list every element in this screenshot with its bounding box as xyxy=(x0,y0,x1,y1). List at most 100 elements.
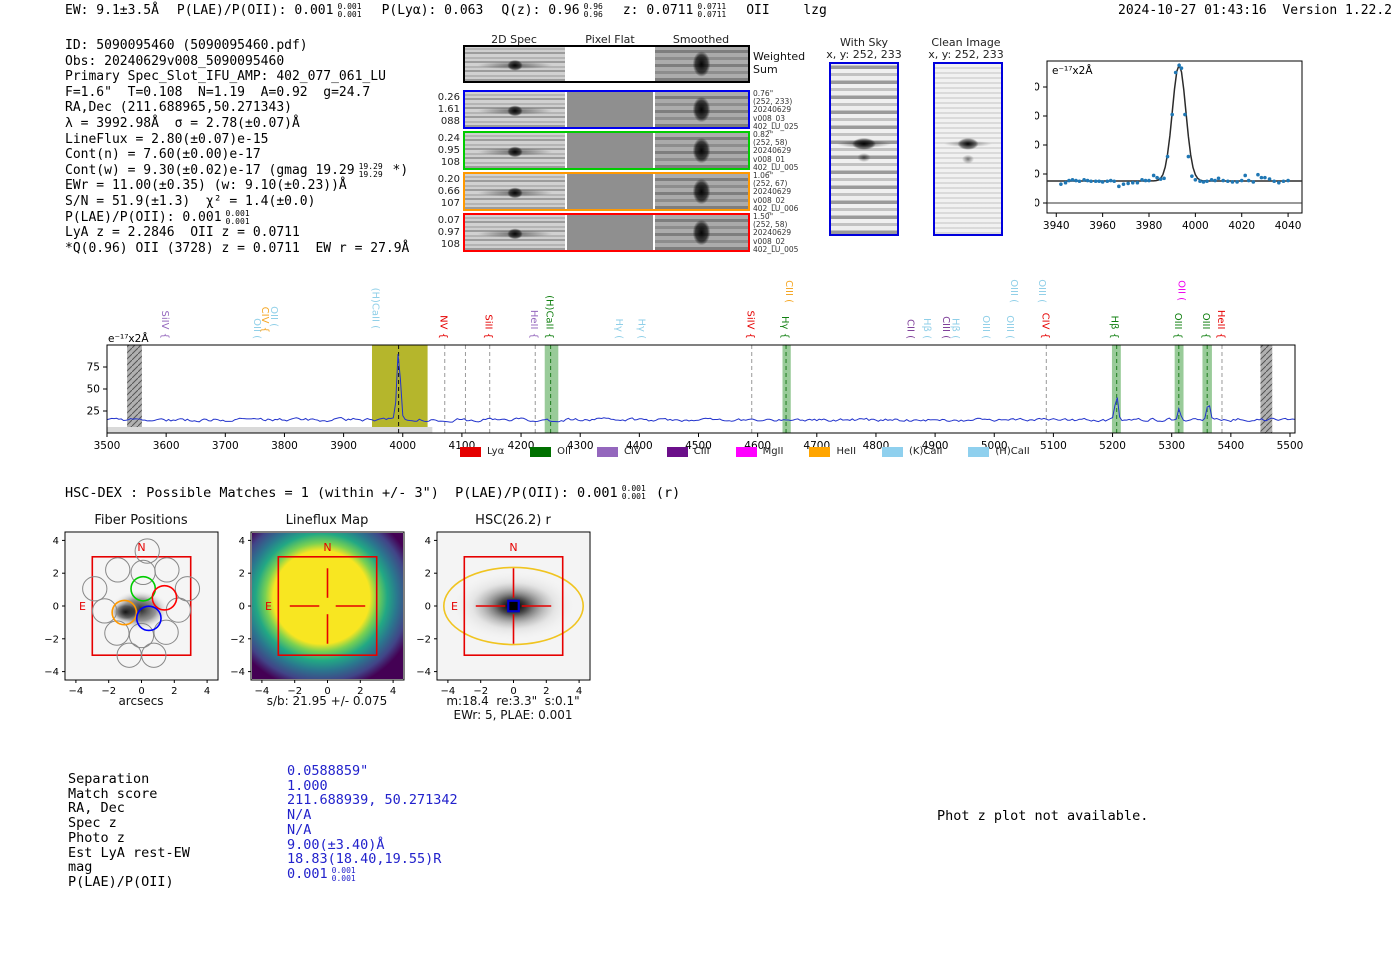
spectral-line-label: SiIV { xyxy=(745,311,756,339)
svg-text:E: E xyxy=(451,600,458,613)
fiber-positions-title: Fiber Positions xyxy=(94,513,188,528)
hsc-cutout-title: HSC(26.2) r xyxy=(475,513,551,528)
fiber-xlabel: arcsecs xyxy=(118,694,164,708)
header-segment: EW: 9.1±3.5Å xyxy=(65,3,159,18)
svg-text:40: 40 xyxy=(1035,140,1040,152)
spectrum-band-green xyxy=(544,345,559,433)
spectral-line-label: OIII ( xyxy=(980,315,991,339)
hsc-cutout-panel: −4 −4 −2 −2 0 0 2 2 4 4 N E xyxy=(416,531,591,697)
info-11-0-limits: 0.001 0.001 xyxy=(225,208,250,226)
spectral-line-label: OII ( xyxy=(1175,280,1186,301)
match-value: 211.688939, 50.271342 xyxy=(287,793,458,808)
header-seg-3-limits: 0.96 0.96 xyxy=(583,2,603,19)
svg-text:4000: 4000 xyxy=(389,440,416,452)
svg-text:4000: 4000 xyxy=(1182,220,1209,232)
header-segment: OII xyxy=(746,3,769,18)
pixelflat-image xyxy=(567,92,653,127)
spectral-line-label: OIII ( xyxy=(1036,279,1047,303)
hsc-header-text: HSC-DEX : Possible Matches = 1 (within +… xyxy=(65,485,618,501)
spectral-line-label: OIII { xyxy=(1172,313,1183,339)
header-seg-1-limits: 0.001 0.001 xyxy=(337,2,362,19)
spectral-line-label: NV { xyxy=(438,315,449,339)
header-segment: P(LAE)/P(OII): 0.001 0.001 0.001 xyxy=(177,3,364,19)
weighted-sum-row xyxy=(463,45,750,83)
svg-text:25: 25 xyxy=(87,406,100,418)
svg-text:−4: −4 xyxy=(230,667,245,678)
legend-label: MgII xyxy=(762,446,784,457)
header-seg-4-limits: 0.0711 0.0711 xyxy=(697,2,727,19)
smoothed-image xyxy=(655,92,748,127)
spectrum-line xyxy=(107,353,1295,423)
svg-text:5100: 5100 xyxy=(1040,440,1067,452)
svg-text:50: 50 xyxy=(87,384,100,396)
info-line: λ = 3992.98Å σ = 2.78(±0.07)Å xyxy=(65,116,409,132)
hsc-caption-2: EWr: 5, PLAE: 0.001 xyxy=(453,708,573,722)
svg-text:4500: 4500 xyxy=(685,440,712,452)
match-label: Photo z xyxy=(68,829,125,846)
match-value: N/A xyxy=(287,808,458,823)
legend-swatch xyxy=(735,446,757,457)
svg-text:2: 2 xyxy=(53,569,59,580)
weighted-pixelflat-image xyxy=(567,47,653,81)
info-line: Cont(w) = 9.30(±0.02)e-17 (gmag 19.29 19.… xyxy=(65,162,409,179)
spec2d-image xyxy=(465,133,565,168)
svg-text:−4: −4 xyxy=(441,686,456,697)
svg-text:3600: 3600 xyxy=(153,440,180,452)
spectrum-band-green xyxy=(782,345,791,433)
spectral-line-label: Hβ ( xyxy=(921,318,932,339)
hsc-caption-1: m:18.4 re:3.3" s:0.1" xyxy=(446,694,580,708)
svg-text:−2: −2 xyxy=(287,686,302,697)
smoothed-image xyxy=(655,133,748,168)
info-6-0-text: LineFlux = 2.80(±0.07)e-15 xyxy=(65,131,269,147)
header-seg-4-text: z: 0.0711 xyxy=(622,3,694,18)
match-table-labels: Separation Match score RA, Dec Spec z Photo … xyxy=(68,772,190,890)
legend-label: OII xyxy=(557,446,571,457)
header-seg-6-text: lzg xyxy=(787,3,827,18)
spectral-line-label: Hγ ( xyxy=(635,318,646,339)
header-seg-3-text: Q(z): 0.96 xyxy=(501,3,580,18)
svg-text:60: 60 xyxy=(1035,111,1040,123)
detection-info-block: ID: 5090095460 (5090095460.pdf) Obs: 2024… xyxy=(65,38,409,256)
legend-swatch xyxy=(530,446,552,457)
svg-text:4: 4 xyxy=(425,536,431,547)
legend-item: MgII xyxy=(735,446,784,457)
match-value: 0.001 0.001 0.001 xyxy=(287,866,458,883)
lineflux-caption: s/b: 21.95 +/- 0.075 xyxy=(266,694,388,708)
legend-label: HeII xyxy=(836,446,857,457)
svg-text:3900: 3900 xyxy=(330,440,357,452)
match-value-1-text: 1.000 xyxy=(287,777,328,794)
match-label: Separation xyxy=(68,771,150,787)
spectral-line-label: OII ( xyxy=(268,306,279,327)
spectral-line-label: (H)CaII { xyxy=(544,295,555,339)
legend-label: (K)CaII xyxy=(909,446,943,457)
match-label: P(LAE)/P(OII) xyxy=(68,873,174,890)
header-seg-2-text: P(Lyα): 0.063 xyxy=(381,3,484,18)
svg-text:4: 4 xyxy=(204,686,210,697)
legend-item: HeII xyxy=(809,446,856,457)
lineflux-map-title: Lineflux Map xyxy=(285,513,369,528)
match-value-2-text: 211.688939, 50.271342 xyxy=(287,792,458,809)
spectral-line-label: SiIV { xyxy=(159,311,170,339)
legend-swatch xyxy=(882,446,904,457)
svg-text:5300: 5300 xyxy=(1158,440,1185,452)
svg-text:−4: −4 xyxy=(44,667,59,678)
svg-text:4200: 4200 xyxy=(508,440,535,452)
legend-item: (K)CaII xyxy=(882,446,942,457)
spec2d-row-fiber-info: 0.82" (252, 58) 20240629 v008_01 402_LU_005 xyxy=(753,130,799,172)
svg-text:3960: 3960 xyxy=(1089,220,1116,232)
match-value: 18.83(18.40,19.55)R xyxy=(287,852,458,867)
match-value: N/A xyxy=(287,823,458,838)
spectral-line-label: CIII ( xyxy=(783,280,794,303)
header-seg-5-text: OII xyxy=(746,3,770,18)
svg-text:4900: 4900 xyxy=(922,440,949,452)
pixelflat-image xyxy=(567,174,653,209)
flux-units-label: e⁻¹⁷x2Å xyxy=(1052,64,1093,77)
spectral-line-label: (H)CaII ( xyxy=(370,288,381,330)
svg-text:3940: 3940 xyxy=(1043,220,1070,232)
col-title-pixelflat: Pixel Flat xyxy=(585,33,635,46)
spectrum-band-hatch xyxy=(127,345,142,433)
info-13-0-text: *Q(0.96) OII (3728) z = 0.0711 EW r = 27… xyxy=(65,240,410,256)
lineflux-map-panel: −4 −4 −2 −2 0 0 2 2 4 4 N E xyxy=(230,531,405,697)
smoothed-image xyxy=(655,174,748,209)
spec2d-row-weights: 0.26 1.61 088 xyxy=(437,92,460,127)
